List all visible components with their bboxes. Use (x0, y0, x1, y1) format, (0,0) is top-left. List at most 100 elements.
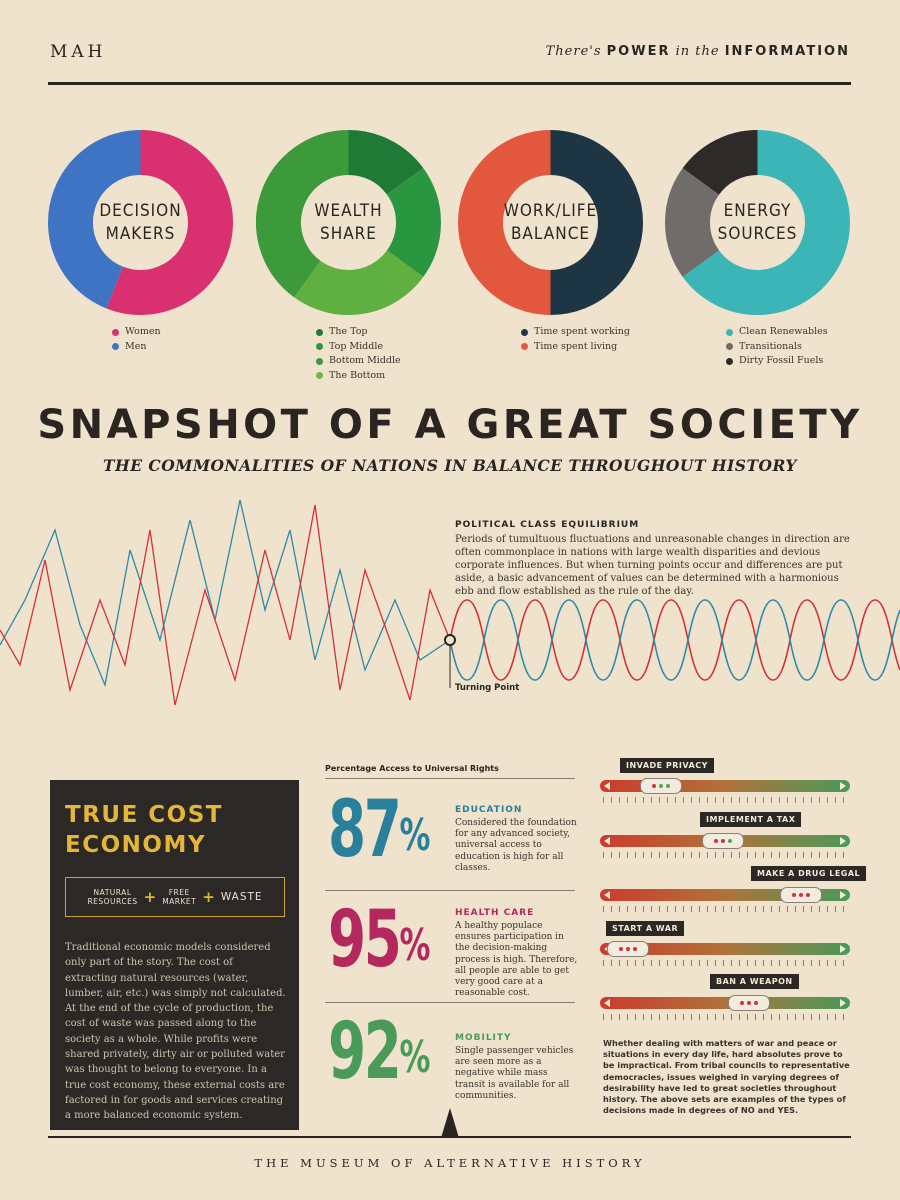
arrow-right-icon (840, 837, 846, 845)
legend-dot (112, 328, 119, 336)
donut-segment (458, 130, 552, 315)
pct-mobility: 92% (328, 1007, 430, 1097)
arrow-left-icon (604, 891, 610, 899)
donut-work-life-balance: WORK/LIFE BALANCE (458, 130, 643, 315)
tagline: There's POWER in the INFORMATION (545, 44, 850, 59)
wave-red-chaotic (0, 504, 451, 706)
legend-dot (521, 343, 528, 351)
legend-item: The Top (316, 325, 401, 340)
donut-segment (386, 168, 441, 277)
arrow-left-icon (604, 837, 610, 845)
donut-wealth-share: WEALTH SHARE (256, 130, 441, 315)
wave-teal-chaotic (0, 499, 451, 688)
wave-red-harmonic (449, 599, 900, 681)
arrow-right-icon (840, 782, 846, 790)
arrow-right-icon (840, 891, 846, 899)
health-care-body: A healthy populace ensures participation… (455, 921, 578, 999)
eq-free-market: FREE MARKET (162, 888, 197, 906)
donut-svg (458, 130, 643, 315)
slider-label: INVADE PRIVACY (620, 758, 714, 773)
legend-item: The Bottom (316, 369, 401, 384)
slider-label: BAN A WEAPON (710, 974, 799, 989)
legend-dot (521, 328, 528, 336)
slider-ticks (603, 852, 847, 858)
donut-decision-makers: DECISION MAKERS (48, 130, 233, 315)
wave-teal-harmonic (449, 599, 900, 681)
rights-divider (325, 1002, 575, 1003)
slider-knob[interactable] (728, 995, 770, 1011)
slider-label: IMPLEMENT A TAX (700, 812, 802, 827)
donut-energy-sources: ENERGY SOURCES (665, 130, 850, 315)
donut-hole (93, 175, 188, 270)
legend-item: Men (112, 340, 161, 355)
true-cost-title: TRUE COST ECONOMY (65, 802, 223, 858)
slider-invade-privacy[interactable] (600, 778, 850, 794)
legend-dot (726, 343, 733, 351)
true-cost-body: Traditional economic models considered o… (65, 942, 286, 1122)
arrow-left-icon (604, 782, 610, 790)
donut-svg (48, 130, 233, 315)
legend-item: Dirty Fossil Fuels (726, 354, 828, 369)
legend-dot (112, 343, 119, 351)
donut-segment (256, 130, 350, 298)
mobility-title: MOBILITY (455, 1033, 512, 1043)
rights-divider (325, 890, 575, 891)
donut-label: WORK/LIFE BALANCE (503, 200, 598, 244)
education-title: EDUCATION (455, 805, 523, 815)
donut-segment (48, 130, 142, 309)
legend-wealth-share: The Top Top Middle Bottom Middle The Bot… (316, 325, 401, 383)
slider-knob[interactable] (702, 833, 744, 849)
slider-knob[interactable] (640, 778, 682, 794)
slider-label: START A WAR (606, 921, 685, 936)
slider-ticks (603, 1014, 847, 1020)
donut-label: DECISION MAKERS (99, 200, 182, 244)
legend-dot (726, 357, 733, 365)
legend-item: Top Middle (316, 340, 401, 355)
donut-hole (503, 175, 598, 270)
true-cost-panel: TRUE COST ECONOMY NATURAL RESOURCES + FREE… (50, 780, 299, 1130)
rights-divider (325, 778, 575, 779)
donut-segment (549, 130, 643, 315)
legend-item: Clean Renewables (726, 325, 828, 340)
sliders-note: Whether dealing with matters of war and … (603, 1038, 850, 1116)
donut-segment (294, 249, 424, 315)
footer-arrow-icon (441, 1108, 459, 1138)
health-care-title: HEALTH CARE (455, 908, 535, 918)
slider-ticks (603, 797, 847, 803)
donut-segment (682, 130, 759, 196)
page-subtitle: THE COMMONALITIES OF NATIONS IN BALANCE … (103, 456, 797, 475)
donut-segment (347, 130, 424, 196)
slider-knob[interactable] (780, 887, 822, 903)
turning-point-marker (444, 634, 456, 646)
legend-item: Time spent working (521, 325, 630, 340)
turning-point-label: Turning Point (455, 683, 520, 693)
footer-museum-name: THE MUSEUM OF ALTERNATIVE HISTORY (254, 1156, 646, 1170)
legend-dot (726, 328, 733, 336)
slider-start-war[interactable] (600, 941, 850, 957)
education-body: Considered the foundation for any advanc… (455, 818, 577, 873)
legend-dot (316, 343, 323, 351)
donut-label: WEALTH SHARE (314, 200, 383, 244)
page-title: SNAPSHOT OF A GREAT SOCIETY (37, 402, 863, 448)
plus-icon: + (202, 888, 215, 906)
donut-segment (665, 168, 720, 277)
equilibrium-wave (0, 499, 900, 706)
slider-make-drug-legal[interactable] (600, 887, 850, 903)
slider-ticks (603, 960, 847, 966)
donut-segment (682, 130, 850, 315)
donut-label: ENERGY SOURCES (717, 200, 798, 244)
header-rule (48, 82, 851, 85)
slider-ticks (603, 906, 847, 912)
slider-knob[interactable] (607, 941, 649, 957)
legend-item: Women (112, 325, 161, 340)
political-title: POLITICAL CLASS EQUILIBRIUM (455, 520, 640, 530)
legend-dot (316, 328, 323, 336)
legend-dot (316, 357, 323, 365)
slider-implement-tax[interactable] (600, 833, 850, 849)
legend-item: Bottom Middle (316, 354, 401, 369)
museum-logo: MAH (50, 42, 107, 62)
arrow-right-icon (840, 999, 846, 1007)
slider-ban-weapon[interactable] (600, 995, 850, 1011)
rights-title: Percentage Access to Universal Rights (325, 764, 499, 773)
pct-health-care: 95% (328, 895, 430, 985)
